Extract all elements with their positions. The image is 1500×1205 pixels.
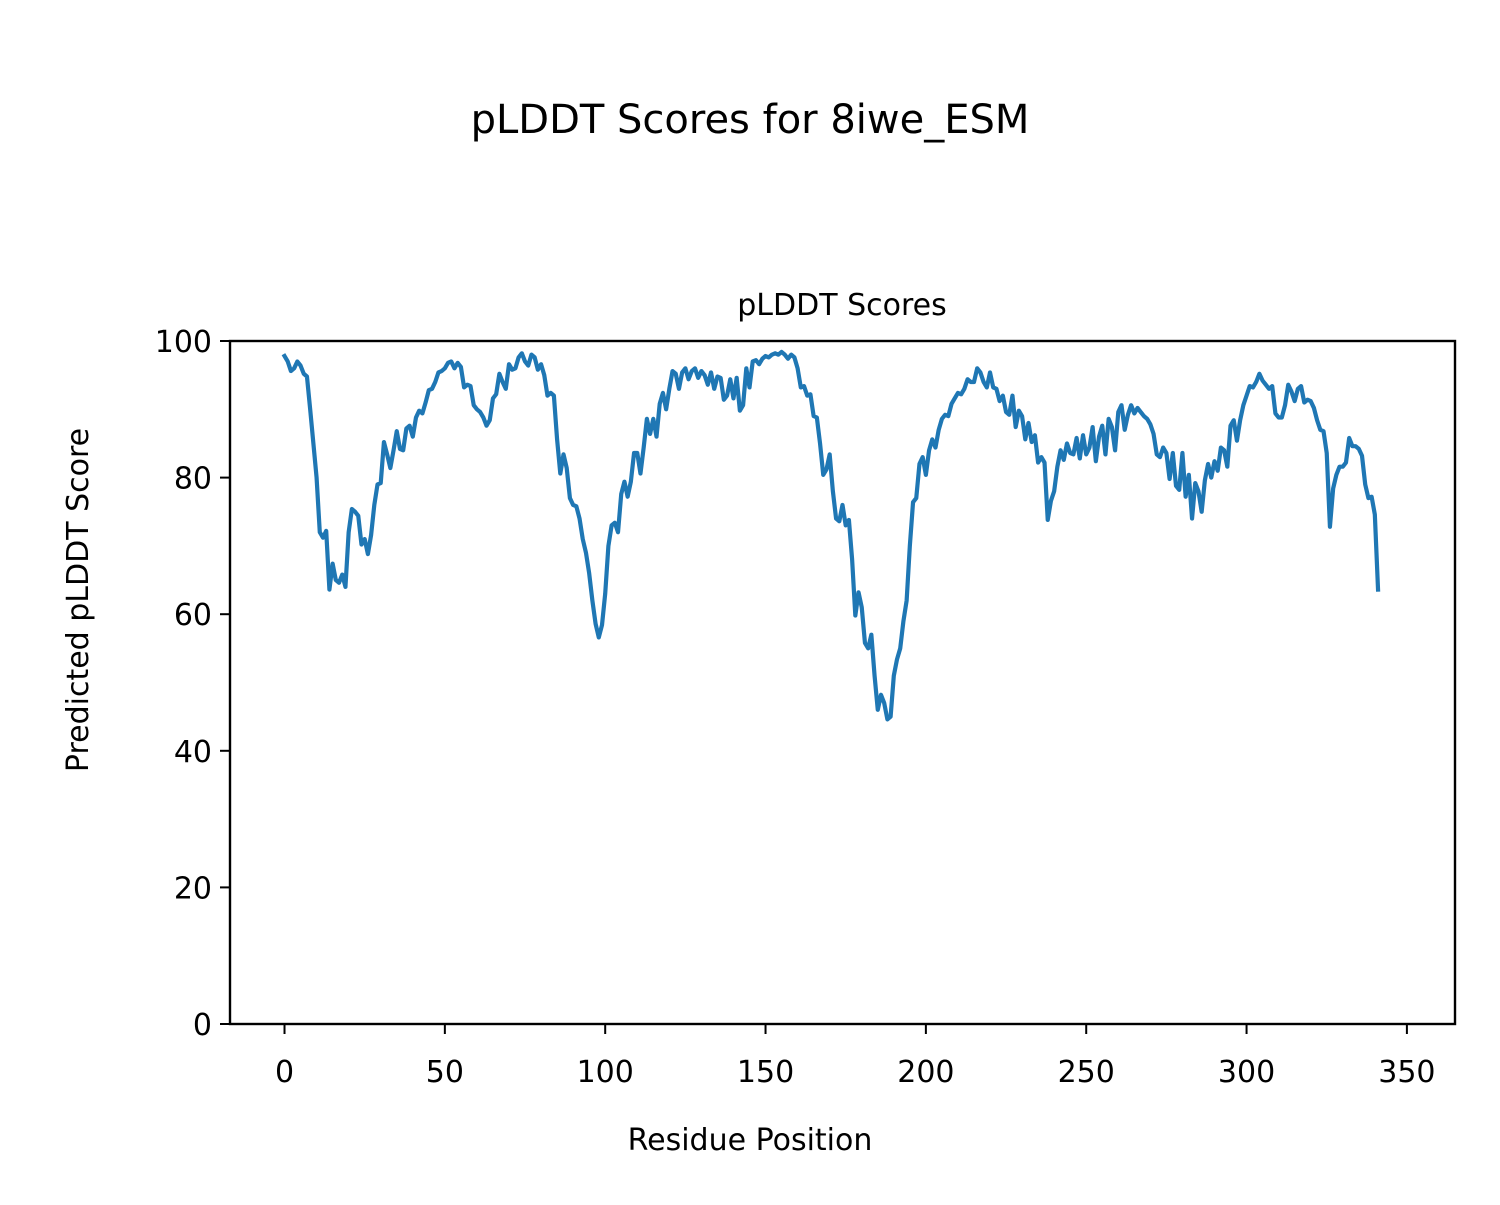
axis-ticks: 0 50 100 150 200 250 300 350 0 20 40 60 80 100 [155,325,1436,1090]
y-axis-label: Predicted pLDDT Score [61,428,96,772]
plot-series [281,349,1381,722]
y-tick-label: 20 [174,871,212,906]
figure-title: pLDDT Scores for 8iwe_ESM [471,97,1030,143]
x-tick-label: 100 [577,1055,634,1090]
x-tick-label: 350 [1378,1055,1435,1090]
y-tick-label: 100 [155,325,212,360]
x-tick-label: 200 [897,1055,954,1090]
y-tick-label: 80 [174,462,212,497]
chart-title: pLDDT Scores [737,288,946,323]
x-tick-label: 300 [1218,1055,1275,1090]
x-tick-label: 0 [275,1055,294,1090]
x-tick-label: 50 [426,1055,464,1090]
x-tick-label: 250 [1058,1055,1115,1090]
y-tick-label: 0 [193,1008,212,1043]
y-tick-label: 60 [174,598,212,633]
y-tick-label: 40 [174,735,212,770]
plot-frame [228,339,1457,1026]
series-line [281,349,1381,722]
x-axis-label: Residue Position [628,1123,873,1158]
x-tick-label: 150 [737,1055,794,1090]
